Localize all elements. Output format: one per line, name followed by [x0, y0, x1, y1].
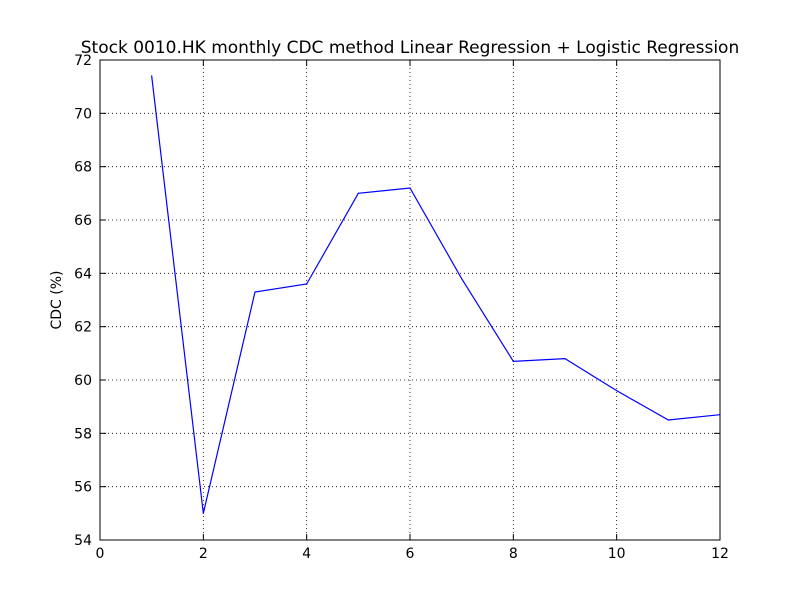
data-point: [667, 419, 669, 421]
x-tick-label: 10: [608, 546, 626, 562]
series-line: [151, 75, 721, 514]
data-point: [616, 390, 618, 392]
x-tick-label: 12: [711, 546, 729, 562]
x-tick-label: 4: [302, 546, 311, 562]
x-tick-label: 8: [509, 546, 518, 562]
y-axis-label: CDC (%): [49, 270, 65, 329]
data-point: [461, 278, 463, 280]
data-point: [254, 291, 256, 293]
y-tick-label: 54: [74, 533, 92, 549]
y-tick-label: 60: [74, 373, 92, 389]
y-tick-label: 70: [74, 106, 92, 122]
data-point: [306, 283, 308, 285]
y-tick-label: 62: [74, 320, 92, 336]
data-point: [357, 192, 359, 194]
grid: [100, 60, 720, 540]
data-point: [564, 358, 566, 360]
y-tick-label: 72: [74, 53, 92, 69]
y-tick-label: 64: [74, 266, 92, 282]
y-tick-label: 58: [74, 426, 92, 442]
data-point: [512, 360, 514, 362]
x-tick-label: 2: [199, 546, 208, 562]
data-point: [409, 187, 411, 189]
x-tick-label: 0: [96, 546, 105, 562]
y-tick-label: 66: [74, 213, 92, 229]
series-layer: [151, 75, 721, 514]
y-tick-label: 68: [74, 160, 92, 176]
y-tick-label: 56: [74, 480, 92, 496]
x-tick-label: 6: [406, 546, 415, 562]
chart-title: Stock 0010.HK monthly CDC method Linear …: [81, 38, 739, 58]
data-point: [202, 512, 204, 514]
data-point: [151, 75, 153, 77]
